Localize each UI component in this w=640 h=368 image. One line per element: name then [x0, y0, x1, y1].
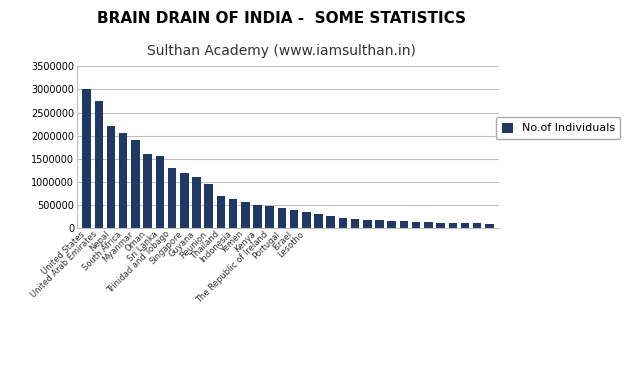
Legend: No.of Individuals: No.of Individuals: [496, 117, 620, 139]
Bar: [461, 223, 469, 228]
Bar: [412, 222, 420, 228]
Bar: [228, 199, 237, 228]
Bar: [216, 196, 225, 228]
Bar: [131, 140, 140, 228]
Bar: [168, 168, 176, 228]
Bar: [387, 221, 396, 228]
Bar: [192, 177, 201, 228]
Text: Sulthan Academy (www.iamsulthan.in): Sulthan Academy (www.iamsulthan.in): [147, 44, 416, 58]
Bar: [363, 220, 372, 228]
Bar: [424, 222, 433, 228]
Bar: [253, 205, 262, 228]
Bar: [314, 214, 323, 228]
Bar: [351, 219, 360, 228]
Bar: [95, 101, 103, 228]
Bar: [180, 173, 189, 228]
Bar: [143, 154, 152, 228]
Bar: [436, 223, 445, 228]
Bar: [290, 210, 298, 228]
Bar: [400, 221, 408, 228]
Bar: [204, 184, 213, 228]
Bar: [485, 223, 493, 228]
Bar: [119, 133, 127, 228]
Bar: [266, 206, 274, 228]
Bar: [156, 156, 164, 228]
Bar: [375, 220, 384, 228]
Bar: [83, 89, 91, 228]
Text: BRAIN DRAIN OF INDIA -  SOME STATISTICS: BRAIN DRAIN OF INDIA - SOME STATISTICS: [97, 11, 466, 26]
Bar: [241, 202, 250, 228]
Bar: [449, 223, 457, 228]
Bar: [326, 216, 335, 228]
Bar: [278, 208, 286, 228]
Bar: [302, 212, 310, 228]
Bar: [339, 217, 348, 228]
Bar: [473, 223, 481, 228]
Bar: [107, 126, 115, 228]
